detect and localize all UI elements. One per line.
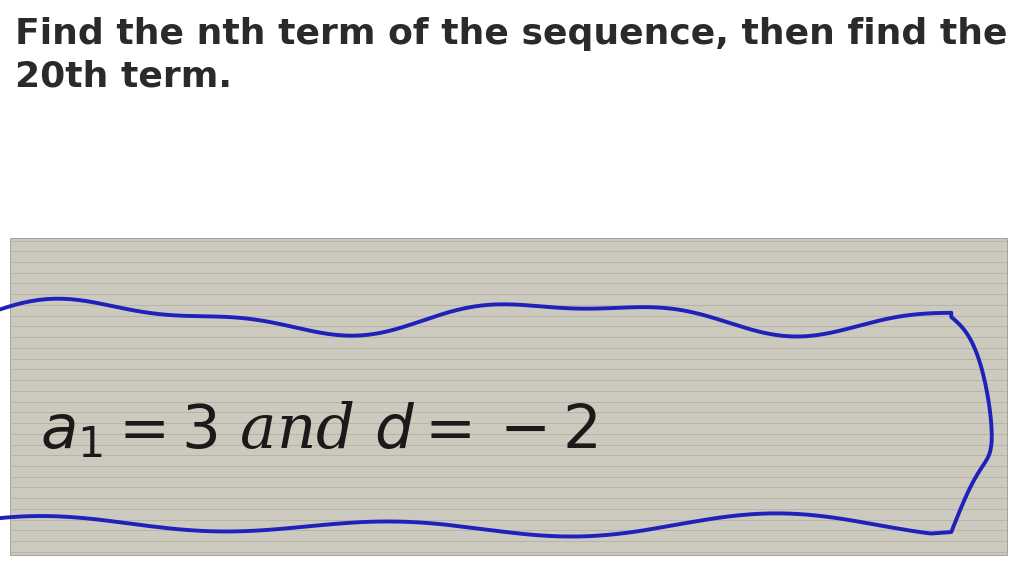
Text: $a_1 = 3$ and $d = -2$: $a_1 = 3$ and $d = -2$ (40, 400, 598, 461)
FancyBboxPatch shape (10, 238, 1006, 555)
Text: Find the nth term of the sequence, then find the
20th term.: Find the nth term of the sequence, then … (15, 17, 1007, 93)
